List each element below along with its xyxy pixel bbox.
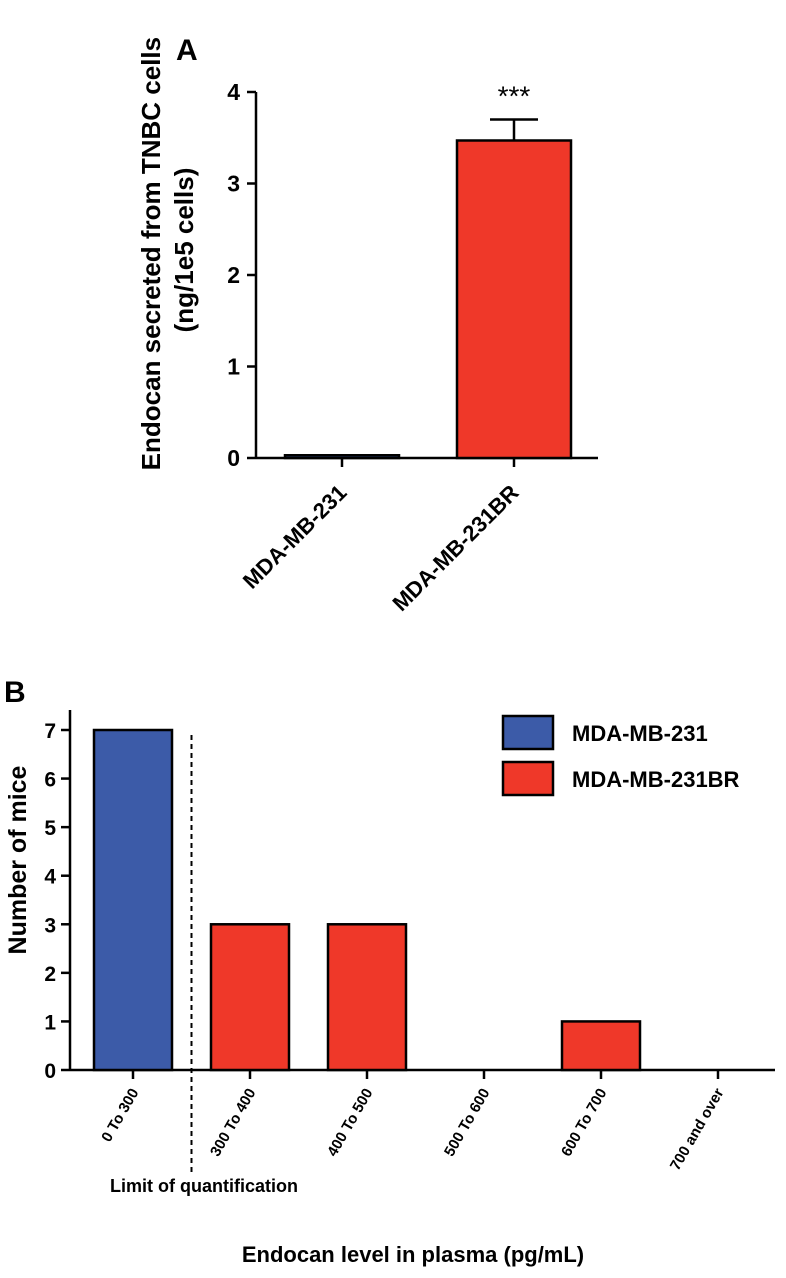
limit-of-quantification-label: Limit of quantification — [110, 1176, 298, 1196]
panel-a: A Endocan secreted from TNBC cells (ng/1… — [136, 30, 598, 616]
panel-b-category-label: 0 To 300 — [98, 1086, 142, 1146]
panel-b-y-tick-label: 3 — [44, 914, 56, 937]
panel-a-category-label: MDA-MB-231BR — [387, 480, 523, 616]
legend-label: MDA-MB-231 — [572, 721, 708, 746]
panel-a-y-tick-label: 3 — [227, 171, 240, 197]
panel-b-plot-area: 0 1 2 3 4 5 6 7 0 To 300 300 To 400 400 To 500 500 … — [44, 710, 775, 1173]
panel-a-significance-label: *** — [498, 80, 531, 111]
panel-b-bar — [209, 923, 291, 1072]
panel-a-letter: A — [176, 34, 198, 67]
panel-a-y-axis-label: Endocan secreted from TNBC cells (ng/1e5… — [136, 30, 199, 471]
panel-a-y-tick-label: 2 — [227, 262, 240, 288]
panel-b-bar — [92, 728, 174, 1072]
panel-b-y-tick-label: 0 — [44, 1060, 56, 1083]
panel-a-y-tick-label: 0 — [227, 445, 240, 471]
panel-b-y-axis-label: Number of mice — [4, 765, 32, 954]
panel-b-letter: B — [4, 676, 26, 709]
panel-b-y-tick-label: 5 — [44, 817, 56, 840]
panel-b-y-tick-label: 2 — [44, 963, 56, 986]
panel-b-bar — [326, 923, 408, 1072]
panel-a-y-axis-label-line2: (ng/1e5 cells) — [169, 168, 199, 333]
panel-b: B Number of mice 0 1 2 3 4 5 6 7 0 To 300 300 To … — [4, 676, 775, 1267]
panel-b-y-tick-label: 4 — [44, 866, 56, 889]
panel-a-plot-area: 0 1 2 3 4 MDA-MB-231 MDA-MB-231BR *** — [227, 79, 598, 616]
panel-b-y-tick-label: 6 — [44, 769, 56, 792]
panel-b-category-label: 400 To 500 — [324, 1086, 377, 1160]
panel-a-y-tick-label: 1 — [227, 354, 240, 380]
panel-b-y-tick-label: 1 — [44, 1011, 56, 1034]
panel-a-category-label: MDA-MB-231 — [238, 480, 352, 594]
legend-label: MDA-MB-231BR — [572, 767, 740, 792]
panel-b-y-tick-label: 7 — [44, 720, 56, 743]
panel-b-category-label: 500 To 600 — [441, 1086, 494, 1160]
panel-b-legend: MDA-MB-231 MDA-MB-231BR — [501, 714, 740, 797]
panel-a-bar — [283, 454, 401, 460]
panel-a-y-axis-label-line1: Endocan secreted from TNBC cells — [136, 37, 166, 470]
panel-b-bar — [560, 1020, 642, 1072]
panel-b-x-axis-label: Endocan level in plasma (pg/mL) — [242, 1242, 584, 1267]
legend-swatch — [501, 714, 555, 751]
panel-b-category-label: 300 To 400 — [207, 1086, 260, 1160]
panel-a-y-tick-label: 4 — [227, 79, 240, 105]
panel-b-category-label: 600 To 700 — [558, 1086, 611, 1160]
legend-swatch — [501, 760, 555, 797]
panel-a-bar — [455, 139, 573, 460]
panel-b-category-label: 700 and over — [667, 1085, 728, 1173]
